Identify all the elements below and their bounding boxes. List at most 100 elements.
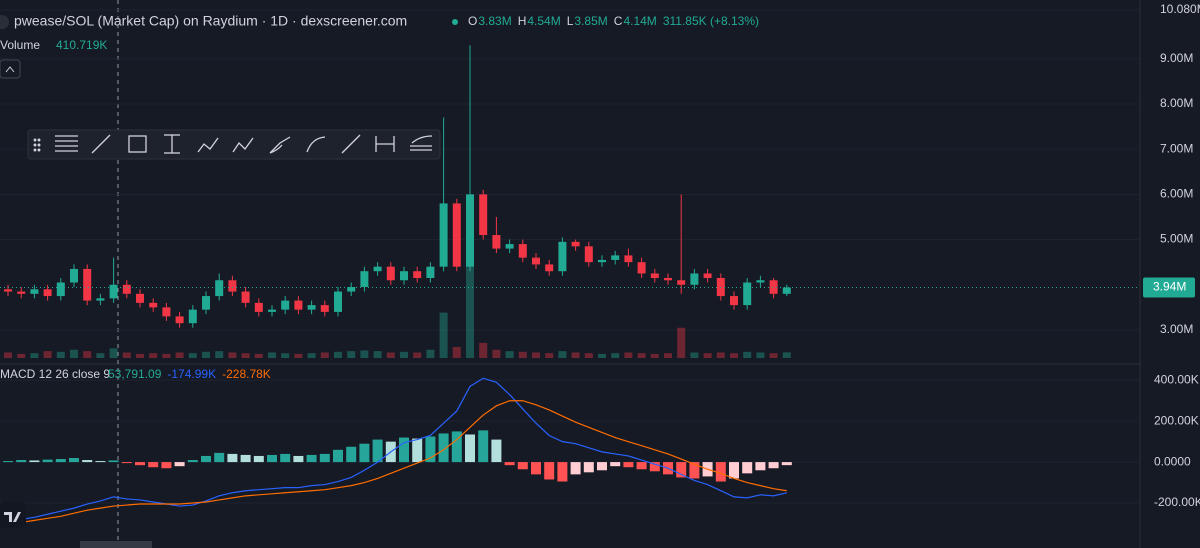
macd-histogram-bar <box>729 462 739 479</box>
macd-histogram-bar <box>346 446 357 463</box>
candle-body <box>96 298 105 301</box>
tool-ray[interactable] <box>341 134 361 154</box>
macd-histogram-bar <box>597 462 607 471</box>
y-tick-label: 400.00K <box>1154 372 1199 386</box>
volume-bar <box>690 352 699 358</box>
candle-body <box>571 241 580 247</box>
volume-bar <box>56 351 65 358</box>
volume-bar <box>70 349 78 358</box>
macd-histogram-bar <box>531 462 541 475</box>
macd-histogram-bar <box>372 439 383 463</box>
candle-body <box>360 271 369 288</box>
candle-body <box>202 296 210 310</box>
candle-body <box>268 309 276 312</box>
y-tick-label: 200.00K <box>1154 413 1199 427</box>
ohlc-key: O <box>468 14 477 28</box>
macd-histogram-bar <box>135 462 145 466</box>
macd-histogram-bar <box>280 453 291 463</box>
candle-body <box>703 273 712 278</box>
candle-body <box>281 300 290 310</box>
macd-histogram-bar <box>306 454 317 463</box>
volume-bar <box>545 353 554 358</box>
tool-lines[interactable] <box>55 135 78 152</box>
macd-histogram-bar <box>478 430 489 463</box>
candle-body <box>532 257 540 265</box>
candle-body <box>677 280 686 285</box>
candle-body <box>782 287 791 294</box>
volume-bar <box>611 353 620 358</box>
volume-bar <box>360 350 369 358</box>
macd-title: MACD 12 26 close 9 <box>0 367 110 381</box>
candle-body <box>624 255 633 263</box>
volume-bar <box>4 352 12 358</box>
volume-bar <box>320 352 329 358</box>
tool-trendline[interactable] <box>91 134 111 154</box>
candle-body <box>637 262 646 274</box>
volume-bar <box>584 353 593 358</box>
candle-body <box>307 305 316 310</box>
macd-histogram-bar <box>517 462 528 470</box>
tool-forecast[interactable] <box>410 135 433 151</box>
plot <box>0 9 1140 525</box>
candle-body <box>149 302 158 308</box>
volume-bar <box>241 353 250 358</box>
tool-text[interactable] <box>164 134 180 154</box>
macd-histogram-bar <box>636 462 647 470</box>
volume-bar <box>756 352 765 358</box>
volume-bar <box>122 352 131 358</box>
volume-bar <box>730 353 738 358</box>
candle-body <box>136 293 144 303</box>
tool-elliott[interactable] <box>232 137 254 153</box>
status-dot <box>452 19 458 25</box>
candle-body <box>426 266 435 278</box>
volume-bar <box>505 351 514 358</box>
tool-brush[interactable] <box>269 136 291 154</box>
macd-histogram-bar <box>121 462 132 464</box>
candle-body <box>241 291 250 303</box>
candle-body <box>83 268 92 301</box>
tool-curve[interactable] <box>306 136 326 153</box>
volume-bar <box>188 353 197 358</box>
macd-histogram-bar <box>676 462 687 478</box>
toolbar-handle[interactable] <box>33 138 41 152</box>
candle-body <box>347 287 356 292</box>
macd-histogram-bar <box>293 455 304 463</box>
candle-body <box>584 246 593 263</box>
candle-body <box>228 280 237 292</box>
tool-rectangle[interactable] <box>128 135 147 153</box>
volume-bar <box>532 352 540 358</box>
volume-bar <box>716 352 725 358</box>
volume-bar <box>96 353 105 358</box>
scrollbar[interactable] <box>80 541 152 548</box>
volume-bar <box>571 352 580 358</box>
candle-body <box>162 307 171 317</box>
volume-bar <box>30 353 39 358</box>
macd-histogram-bar <box>201 455 211 463</box>
candle-body <box>43 289 52 297</box>
candle-body <box>558 241 567 272</box>
volume-bar <box>175 352 184 358</box>
macd-histogram-bar <box>715 462 726 482</box>
macd-histogram-bar <box>253 455 264 463</box>
candle-body <box>598 259 606 263</box>
y-tick-label: 10.080M <box>1160 2 1200 16</box>
macd-histogram-bar <box>214 452 225 463</box>
macd-histogram-bar <box>359 443 370 463</box>
volume-bar <box>373 351 382 358</box>
volume-bar <box>782 352 791 358</box>
candle-body <box>545 264 554 272</box>
volume-bar <box>452 347 461 358</box>
macd-histogram-bar <box>399 437 409 463</box>
volume-bar <box>334 351 342 358</box>
y-tick-label: 9.00M <box>1160 51 1193 65</box>
macd-histogram-bar <box>557 462 568 482</box>
macd-histogram-bar <box>95 461 106 463</box>
macd-histogram-bar <box>570 462 581 475</box>
tool-pattern[interactable] <box>197 137 219 153</box>
macd-histogram-bar <box>623 462 634 468</box>
candle-body <box>373 266 382 272</box>
tool-measure[interactable] <box>375 136 395 152</box>
volume-bar <box>637 353 646 358</box>
candle-body <box>479 194 488 236</box>
collapse-button[interactable] <box>0 59 21 79</box>
